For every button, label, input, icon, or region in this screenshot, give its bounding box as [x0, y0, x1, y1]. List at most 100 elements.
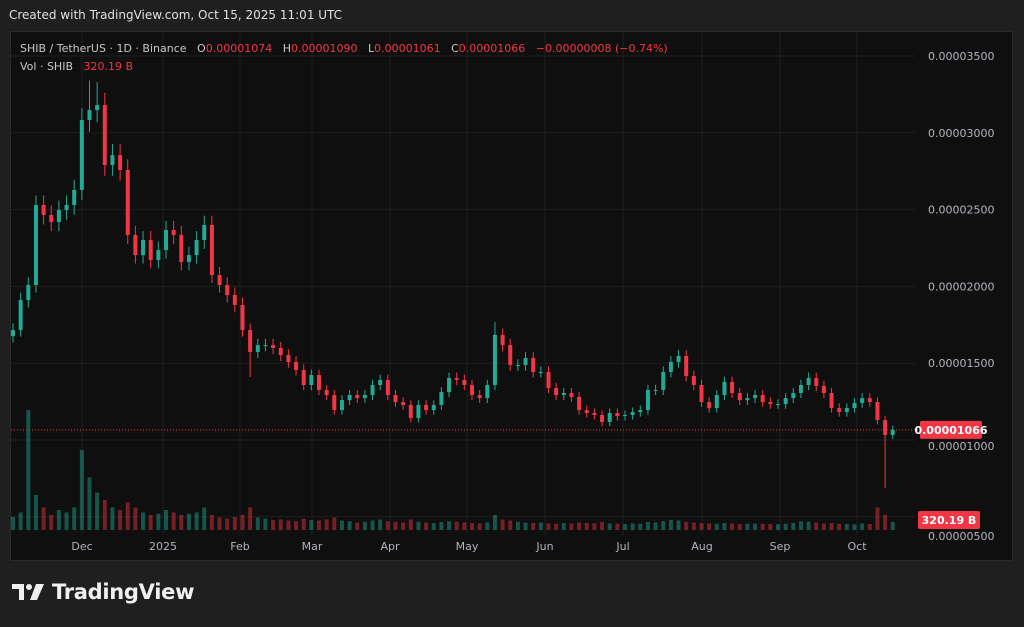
candle-body	[141, 240, 146, 256]
volume-bar	[684, 521, 689, 530]
volume-bar	[362, 521, 367, 530]
volume-bar	[592, 523, 597, 530]
volume-bar	[370, 520, 375, 530]
volume-bar	[217, 517, 222, 530]
time-axis-label: Feb	[230, 540, 249, 553]
candle-body	[630, 412, 635, 415]
last-volume-label: 320.19 B	[922, 514, 977, 527]
volume-bar	[745, 523, 750, 530]
price-axis-label: 0.00001500	[928, 357, 994, 370]
volume-bar	[577, 522, 582, 530]
volume-bar	[538, 522, 543, 530]
volume-bar	[500, 519, 505, 530]
close-label: C	[451, 42, 459, 55]
candle-body	[401, 402, 406, 405]
volume-bar	[867, 524, 872, 530]
volume-bar	[385, 521, 390, 530]
volume-bar	[209, 515, 214, 530]
volume-bar	[600, 522, 605, 530]
candle-body	[638, 410, 643, 413]
ohlc-row: SHIB / TetherUS · 1D · Binance O0.000010…	[20, 40, 668, 58]
volume-bar	[179, 515, 184, 530]
volume-bar	[72, 507, 77, 530]
candle-body	[408, 404, 413, 419]
chart-panel[interactable]	[10, 31, 1013, 561]
volume-bar	[883, 515, 888, 530]
candle-body	[791, 392, 796, 399]
volume-value: 320.19 B	[83, 60, 134, 73]
candle-body	[225, 285, 230, 296]
volume-bar	[339, 520, 344, 530]
tradingview-logo[interactable]: TradingView	[12, 580, 194, 604]
created-with-caption: Created with TradingView.com, Oct 15, 20…	[9, 8, 343, 22]
volume-bar	[102, 500, 107, 530]
candle-body	[248, 330, 253, 352]
volume-bar	[661, 521, 666, 530]
volume-bar	[554, 523, 559, 530]
candle-body	[561, 392, 566, 395]
candle-body	[102, 104, 107, 166]
candle-body	[26, 285, 31, 301]
volume-bar	[401, 522, 406, 530]
volume-bar	[186, 513, 191, 530]
candle-body	[431, 404, 436, 411]
volume-bar	[317, 520, 321, 530]
candle-body	[492, 334, 497, 386]
volume-bar	[133, 507, 138, 530]
volume-bar	[110, 507, 115, 530]
volume-bar	[125, 502, 130, 530]
candle-body	[806, 377, 811, 386]
volume-bar	[141, 512, 146, 530]
candle-body	[156, 249, 161, 260]
volume-bar	[225, 518, 230, 530]
volume-bar	[676, 520, 681, 530]
candle-body	[240, 304, 245, 331]
volume-bar	[148, 515, 153, 530]
candle-body	[707, 402, 712, 409]
volume-bar	[837, 523, 842, 530]
volume-bar	[607, 523, 612, 530]
volume-bar	[171, 512, 176, 530]
volume-bar	[561, 523, 566, 530]
candle-body	[592, 412, 597, 415]
volume-bar	[470, 523, 474, 530]
volume-bar	[653, 522, 658, 530]
last-volume-tag	[918, 511, 980, 529]
candle-body	[821, 385, 826, 393]
time-axis-label: Aug	[691, 540, 712, 553]
time-axis-label: 2025	[149, 540, 177, 553]
candle-body	[378, 379, 383, 386]
candle-body	[171, 230, 176, 235]
candle-body	[72, 189, 77, 205]
volume-bar	[623, 524, 627, 530]
volume-bar	[523, 522, 528, 530]
volume-bar	[638, 523, 643, 530]
volume-bar	[569, 523, 574, 530]
high-label: H	[282, 42, 291, 55]
volume-bar	[584, 523, 589, 530]
candle-body	[41, 204, 46, 215]
candle-body	[783, 398, 788, 405]
candle-body	[699, 385, 704, 403]
volume-bar	[202, 507, 207, 530]
candle-body	[148, 240, 153, 260]
candle-body	[470, 385, 474, 395]
volume-label[interactable]: Vol · SHIB	[20, 60, 73, 73]
candle-body	[125, 169, 130, 235]
candle-body	[538, 371, 543, 373]
volume-bar	[630, 523, 635, 530]
candle-body	[186, 255, 191, 262]
candle-body	[668, 361, 673, 372]
candle-body	[653, 389, 658, 391]
volume-bar	[324, 519, 329, 530]
symbol-title[interactable]: SHIB / TetherUS · 1D · Binance	[20, 42, 187, 55]
candle-body	[508, 345, 513, 366]
candle-body	[684, 355, 689, 376]
volume-bar	[301, 518, 306, 530]
candle-body	[867, 398, 872, 403]
candle-body	[294, 361, 299, 370]
volume-bar	[49, 515, 54, 530]
volume-bar	[768, 524, 773, 530]
candle-body	[232, 295, 237, 305]
